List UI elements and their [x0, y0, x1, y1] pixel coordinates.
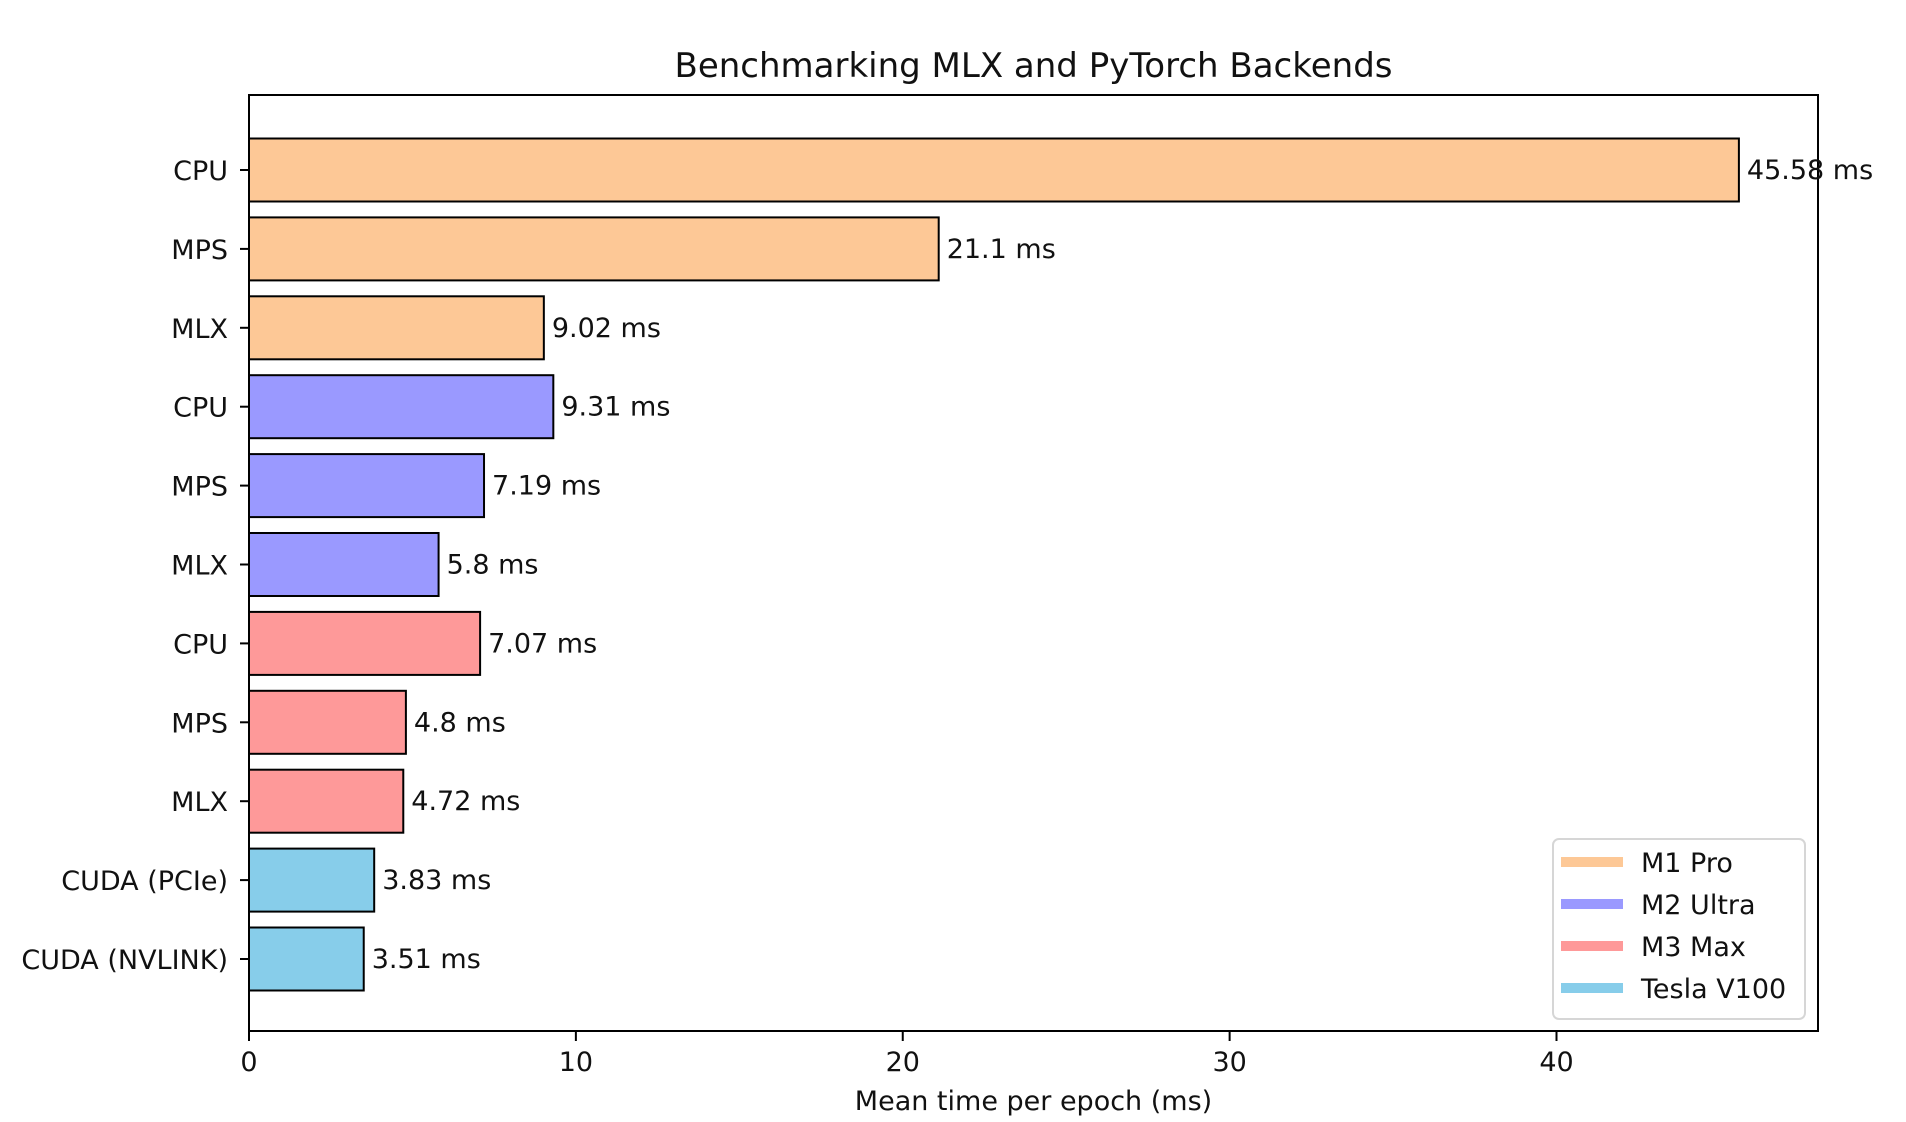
- data-label: 4.72 ms: [411, 786, 520, 817]
- legend-label: Tesla V100: [1640, 974, 1786, 1005]
- data-label: 21.1 ms: [947, 234, 1056, 265]
- legend-box: [1552, 838, 1806, 1020]
- bar-5: [248, 453, 486, 519]
- legend-label: M1 Pro: [1641, 848, 1733, 879]
- y-axis-ticks: CPU MPS MLX CPU MPS MLX CPU MPS MLX CUDA (PCIe) CU…: [21, 156, 249, 976]
- bar-9: [248, 768, 405, 834]
- bar-8: [248, 689, 407, 755]
- bar-7: [248, 610, 482, 676]
- y-tick-label: CPU: [173, 393, 228, 424]
- bar-10: [248, 847, 376, 913]
- y-tick-label: MPS: [171, 235, 228, 266]
- data-label: 5.8 ms: [447, 550, 539, 581]
- x-tick-label: 20: [886, 1047, 920, 1078]
- bar-1: [248, 137, 1740, 203]
- x-axis-label: Mean time per epoch (ms): [855, 1086, 1212, 1117]
- bars-layer: [248, 137, 1740, 992]
- data-labels: 45.58 ms 21.1 ms 9.02 ms 9.31 ms 7.19 ms 5.8 …: [372, 155, 1873, 975]
- data-label: 45.58 ms: [1747, 155, 1873, 186]
- x-tick-label: 10: [559, 1047, 593, 1078]
- y-tick-label: MPS: [171, 472, 228, 503]
- legend-label: M2 Ultra: [1641, 890, 1756, 921]
- legend-label: M3 Max: [1641, 932, 1746, 963]
- bar-4: [248, 374, 555, 440]
- data-label: 3.83 ms: [382, 865, 491, 896]
- x-tick-label: 40: [1539, 1047, 1573, 1078]
- data-label: 4.8 ms: [414, 707, 506, 738]
- data-label: 3.51 ms: [372, 944, 481, 975]
- x-axis-ticks: 0 10 20 30 40: [240, 1031, 1574, 1078]
- data-label: 7.07 ms: [488, 628, 597, 659]
- data-label: 9.31 ms: [561, 392, 670, 423]
- bar-6: [248, 532, 440, 597]
- bar-11: [248, 926, 365, 992]
- y-tick-label: CPU: [173, 629, 228, 660]
- data-label: 7.19 ms: [492, 471, 601, 502]
- x-tick-label: 30: [1212, 1047, 1246, 1078]
- y-tick-label: CUDA (NVLINK): [21, 945, 228, 976]
- y-tick-label: CPU: [173, 156, 228, 187]
- bar-2: [248, 216, 940, 282]
- y-tick-label: CUDA (PCIe): [61, 866, 228, 897]
- y-tick-label: MPS: [171, 708, 228, 739]
- y-tick-label: MLX: [171, 551, 228, 582]
- y-tick-label: MLX: [171, 787, 228, 818]
- data-label: 9.02 ms: [552, 313, 661, 344]
- legend: M1 Pro M2 Ultra M3 Max Tesla V100: [1552, 838, 1806, 1020]
- x-tick-label: 0: [240, 1047, 257, 1078]
- chart-title: Benchmarking MLX and PyTorch Backends: [675, 46, 1393, 86]
- y-tick-label: MLX: [171, 314, 228, 345]
- bar-3: [248, 295, 545, 361]
